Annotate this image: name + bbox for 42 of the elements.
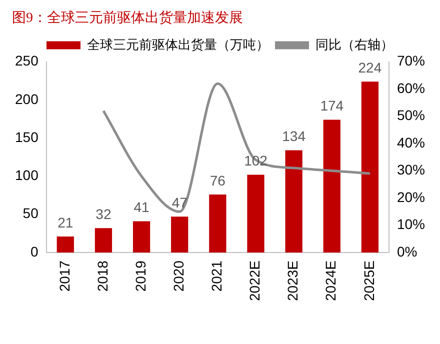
y2-tick-label: 70% [396,52,426,69]
bar [247,174,264,253]
data-label: 41 [134,199,150,216]
y-tick-label: 0 [30,243,39,260]
x-tick-label: 2022E [246,260,263,301]
y2-tick-label: 10% [396,216,426,232]
legend-label: 同比（右轴） [316,36,394,52]
x-tick-label: 2018 [94,260,110,292]
data-label: 174 [320,98,344,114]
bar [361,82,379,253]
data-label: 32 [96,206,112,222]
y-tick-label: 250 [15,52,39,69]
y2-tick-label: 20% [396,188,426,205]
bar [171,216,188,253]
x-tick-label: 2024E [322,260,339,301]
data-label: 134 [282,128,306,144]
bar [209,194,226,253]
x-tick-label: 2021 [208,260,225,292]
y2-tick-label: 40% [396,134,426,150]
data-label: 76 [210,172,226,188]
data-label: 21 [58,214,74,230]
x-tick-label: 2019 [132,260,148,292]
y2-tick-label: 30% [396,162,426,178]
y2-tick-label: 60% [396,80,426,96]
y-tick-label: 150 [15,128,39,145]
data-label: 224 [358,59,382,76]
x-tick-label: 2023E [284,260,301,301]
chart-title: 图9：全球三元前驱体出货量加速发展 [12,10,243,26]
y-tick-label: 100 [15,167,39,184]
legend-label: 全球三元前驱体出货量（万吨） [87,36,269,52]
x-tick-label: 2020 [170,260,186,292]
bar [323,120,340,253]
y-tick-label: 200 [15,90,39,107]
x-tick-label: 2025E [360,260,377,301]
bar [56,236,74,253]
bar [285,150,302,253]
y2-tick-label: 0% [396,243,418,260]
bar [94,228,112,253]
x-tick-label: 2017 [56,260,72,292]
y2-tick-label: 50% [396,107,426,124]
bar [132,221,150,253]
y-tick-label: 50 [22,205,39,222]
